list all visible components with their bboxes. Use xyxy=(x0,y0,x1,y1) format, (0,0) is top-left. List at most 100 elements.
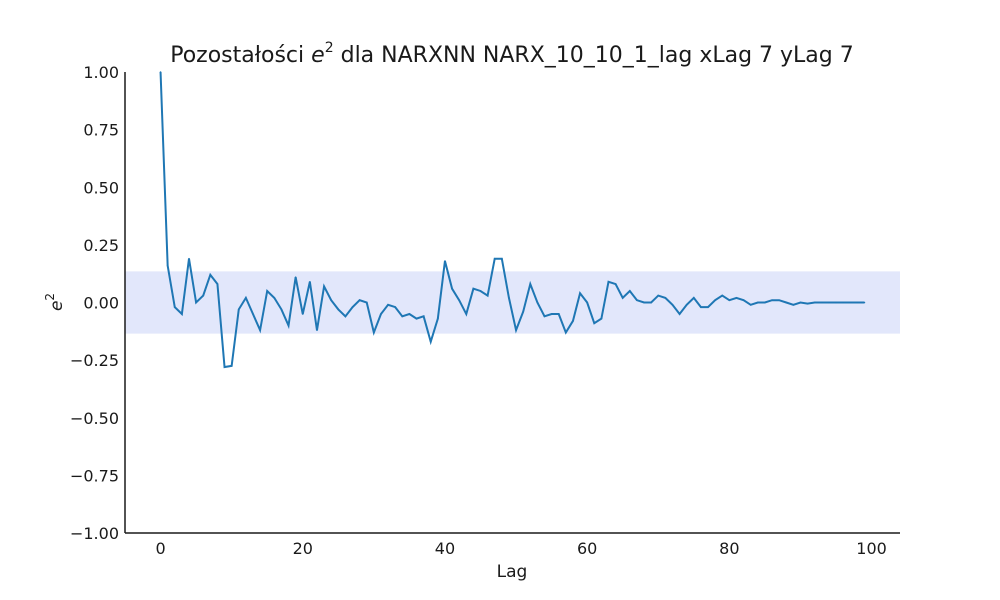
data-point xyxy=(557,313,560,315)
y-axis-label-variable: e xyxy=(47,301,67,311)
data-point xyxy=(173,306,176,308)
data-point xyxy=(742,299,745,301)
data-point xyxy=(657,294,660,297)
data-point xyxy=(266,290,269,292)
data-point xyxy=(643,301,645,304)
data-point xyxy=(820,301,823,304)
data-point xyxy=(522,310,524,313)
data-point xyxy=(486,294,489,297)
data-point xyxy=(636,299,638,301)
data-point xyxy=(735,297,738,299)
data-point xyxy=(252,313,254,315)
data-point xyxy=(202,294,205,297)
data-point xyxy=(188,257,190,260)
data-point xyxy=(309,280,311,283)
x-axis-label: Lag xyxy=(497,562,528,582)
y-tick-label: 0.00 xyxy=(83,294,119,313)
data-point xyxy=(764,301,766,304)
data-point xyxy=(408,313,411,315)
data-point xyxy=(835,301,837,304)
data-point xyxy=(579,292,581,295)
y-tick-label: 1.00 xyxy=(83,63,119,82)
y-tick-label: −0.50 xyxy=(70,409,119,428)
data-point xyxy=(565,331,567,334)
y-tick-label: −1.00 xyxy=(70,524,119,543)
data-point xyxy=(785,301,788,304)
data-point xyxy=(543,315,546,318)
data-point xyxy=(429,340,432,343)
data-point xyxy=(756,301,759,304)
x-tick-label: 20 xyxy=(293,539,313,558)
data-point xyxy=(536,301,539,304)
x-tick-label: 100 xyxy=(856,539,887,558)
data-point xyxy=(621,297,624,299)
data-point xyxy=(813,301,816,304)
data-point xyxy=(237,308,240,311)
data-point xyxy=(394,306,396,308)
data-point xyxy=(479,290,482,292)
x-tick-label: 0 xyxy=(155,539,165,558)
data-point xyxy=(721,294,724,297)
y-tick-label: −0.75 xyxy=(70,466,119,485)
data-point xyxy=(685,304,688,306)
data-point xyxy=(508,297,510,299)
data-point xyxy=(223,366,226,368)
data-point xyxy=(373,331,375,334)
confidence-band xyxy=(125,271,900,334)
data-point xyxy=(629,290,631,292)
data-point xyxy=(650,301,652,304)
data-point xyxy=(700,306,702,308)
data-point xyxy=(671,304,674,306)
title-variable: e xyxy=(311,43,325,68)
data-point xyxy=(593,322,596,325)
data-point xyxy=(387,304,389,306)
data-point xyxy=(380,313,382,315)
title-superscript: 2 xyxy=(325,40,334,56)
data-point xyxy=(401,315,404,318)
data-point xyxy=(550,313,553,315)
data-point xyxy=(778,299,780,301)
data-point xyxy=(259,329,261,331)
data-point xyxy=(693,297,695,299)
data-point xyxy=(863,301,866,304)
data-point xyxy=(316,329,318,331)
x-tick-label: 80 xyxy=(719,539,739,558)
y-tick-labels: −1.00 −0.75 −0.50 −0.25 0.00 0.25 0.50 0.75 1.00 xyxy=(70,63,119,543)
data-point xyxy=(209,274,212,276)
data-point xyxy=(351,306,354,308)
y-tick-label: 0.75 xyxy=(83,121,119,140)
data-point xyxy=(515,329,517,331)
data-point xyxy=(230,365,233,367)
y-tick-label: −0.25 xyxy=(70,351,119,370)
data-points xyxy=(159,71,866,368)
data-point xyxy=(273,297,276,299)
title-suffix: dla NARXNN NARX_10_10_1_lag xLag 7 yLag … xyxy=(334,43,854,68)
data-point xyxy=(301,313,304,315)
data-point xyxy=(358,299,361,301)
data-point xyxy=(493,257,496,260)
data-point xyxy=(245,297,247,299)
data-point xyxy=(792,304,795,306)
data-point xyxy=(707,306,709,308)
data-point xyxy=(422,315,425,318)
data-point xyxy=(365,301,368,304)
data-point xyxy=(806,302,809,305)
y-tick-label: 0.25 xyxy=(83,236,119,255)
series-line xyxy=(159,71,865,369)
data-point xyxy=(465,313,468,315)
data-point xyxy=(323,285,325,288)
data-point xyxy=(799,301,802,304)
data-point xyxy=(280,308,283,311)
data-point xyxy=(678,313,681,315)
data-point xyxy=(664,297,667,299)
data-point xyxy=(842,301,844,304)
data-point xyxy=(458,299,460,301)
data-point xyxy=(195,301,197,304)
chart-title: Pozostałości e2 dla NARXNN NARX_10_10_1_… xyxy=(170,40,854,68)
data-point xyxy=(714,299,716,301)
data-point xyxy=(437,317,439,320)
data-point xyxy=(586,301,588,304)
data-point xyxy=(728,299,731,301)
data-point xyxy=(501,257,503,260)
data-point xyxy=(166,264,169,267)
